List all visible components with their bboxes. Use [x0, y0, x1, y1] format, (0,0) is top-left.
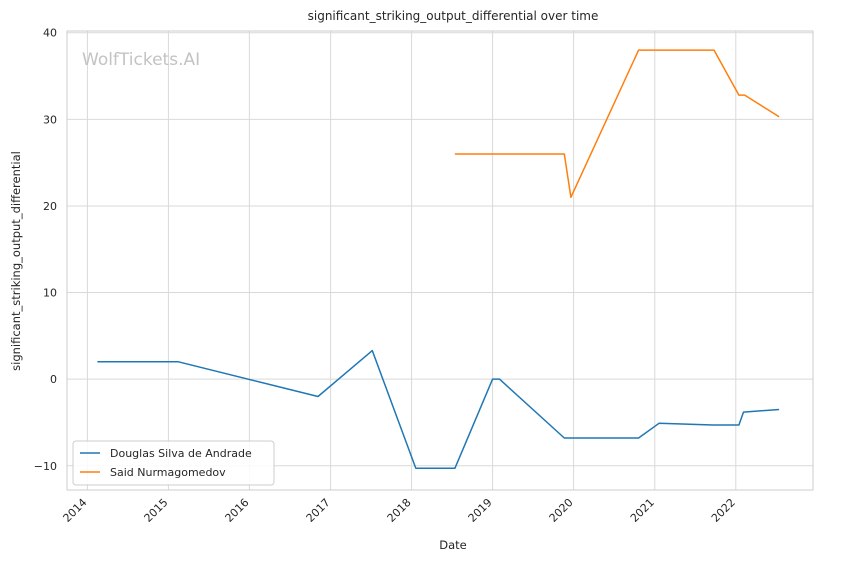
legend-box [72, 440, 275, 486]
y-tick-labels: −10 0 10 20 30 40 [34, 27, 57, 473]
y-tick-label: 40 [43, 27, 57, 40]
x-axis-title: Date [439, 538, 467, 552]
legend-entry-1: Said Nurmagomedov [110, 466, 226, 479]
x-tick-labels: 2014 2015 2016 2017 2018 2019 2020 2021 2022 [61, 496, 738, 525]
x-tick-label: 2014 [61, 496, 90, 525]
x-tick-label: 2022 [709, 496, 738, 525]
y-axis-title: significant_striking_output_differential [9, 151, 23, 371]
plot-frame [66, 30, 814, 491]
grid [67, 31, 813, 490]
chart-title: significant_striking_output_differential… [308, 9, 599, 23]
x-tick-label: 2017 [304, 496, 333, 525]
legend-entry-0: Douglas Silva de Andrade [110, 447, 252, 460]
x-tick-label: 2018 [385, 496, 414, 525]
x-tick-label: 2020 [547, 496, 576, 525]
y-tick-label: 20 [43, 200, 57, 213]
legend: Douglas Silva de Andrade Said Nurmagomedo… [72, 440, 275, 486]
y-tick-label: 0 [50, 373, 57, 386]
watermark: WolfTickets.AI [82, 50, 200, 70]
y-tick-label: 30 [43, 113, 57, 126]
x-tick-label: 2019 [466, 496, 495, 525]
series-line-1 [454, 49, 780, 199]
series-line-0 [97, 349, 780, 470]
x-tick-label: 2016 [223, 496, 252, 525]
y-tick-label: 10 [43, 287, 57, 300]
x-tick-label: 2015 [142, 496, 171, 525]
y-tick-label: −10 [34, 460, 57, 473]
series-group [97, 49, 780, 470]
x-tick-label: 2021 [628, 496, 657, 525]
